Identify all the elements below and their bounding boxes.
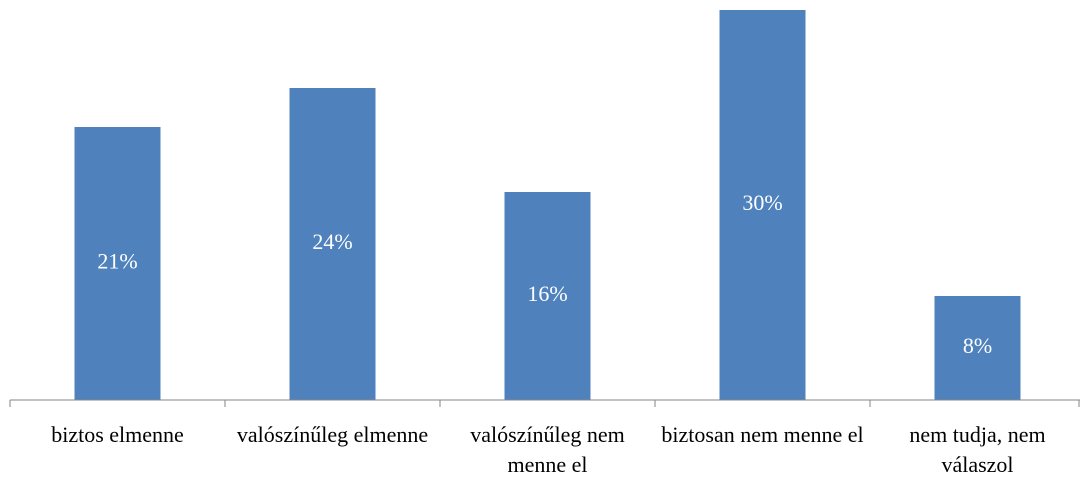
bar (934, 296, 1021, 400)
x-tick-label: biztosan nem menne el (661, 422, 864, 447)
data-label: 16% (527, 281, 567, 306)
bar (719, 10, 806, 400)
data-label: 24% (312, 229, 352, 254)
bar (504, 192, 591, 400)
data-label: 21% (97, 249, 137, 274)
data-label: 8% (963, 333, 992, 358)
bar (74, 127, 161, 400)
data-label: 30% (742, 190, 782, 215)
bar (289, 88, 376, 400)
x-tick-label: valószínűleg elmenne (236, 422, 429, 447)
x-tick-label: nem tudja, nem válaszol (909, 422, 1046, 477)
x-tick-label: biztos elmenne (51, 422, 184, 447)
x-tick-label: valószínűleg nem menne el (470, 422, 625, 477)
